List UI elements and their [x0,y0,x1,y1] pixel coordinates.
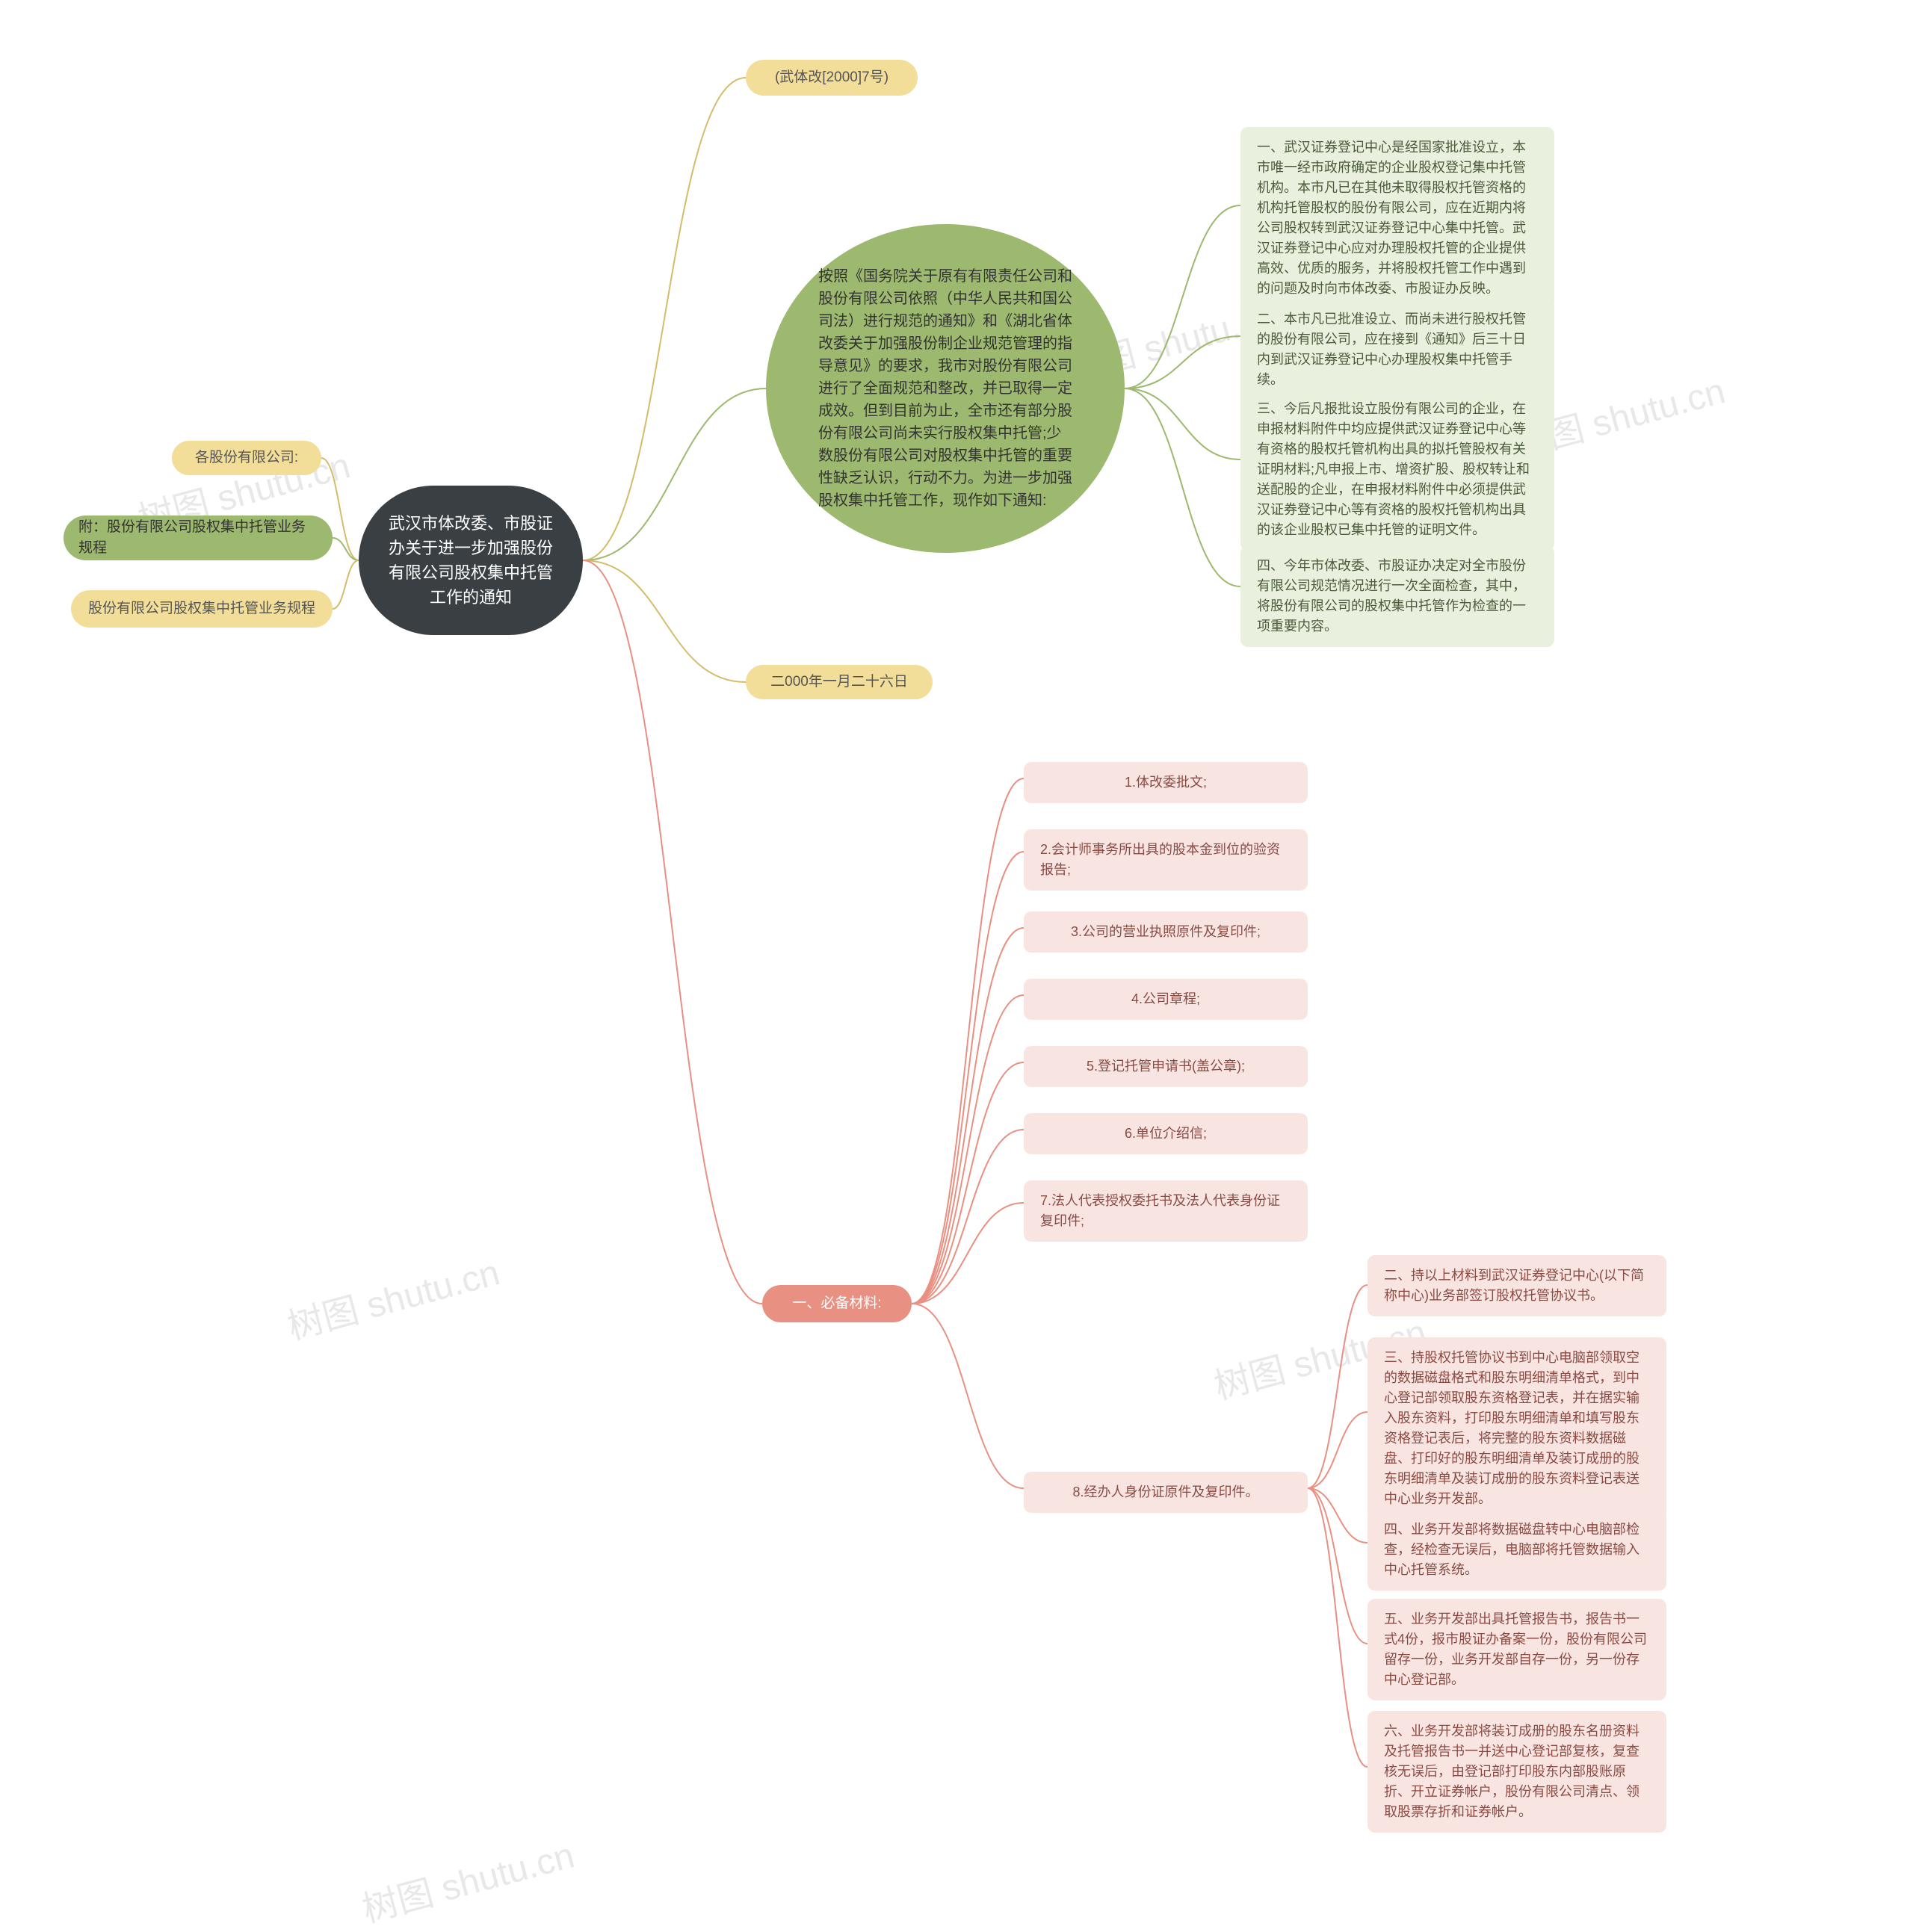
leaf-label: 7.法人代表授权委托书及法人代表身份证复印件; [1040,1191,1291,1231]
node-label: 按照《国务院关于原有有限责任公司和股份有限公司依照（中华人民共和国公司法）进行规… [818,265,1072,512]
leaf-label: 二、持以上材料到武汉证券登记中心(以下简称中心)业务部签订股权托管协议书。 [1384,1266,1650,1306]
node-label: 附：股份有限公司股权集中托管业务规程 [78,517,318,560]
leaf-label: 二、本市凡已批准设立、而尚未进行股权托管的股份有限公司，应在接到《通知》后三十日… [1257,309,1538,390]
materials-leaf-1[interactable]: 2.会计师事务所出具的股本金到位的验资报告; [1024,829,1308,891]
materials-leaf-7[interactable]: 8.经办人身份证原件及复印件。 [1024,1472,1308,1513]
intro-leaf-0[interactable]: 一、武汉证券登记中心是经国家批准设立，本市唯一经市政府确定的企业股权登记集中托管… [1240,127,1554,309]
materials-sub-leaf-7-0[interactable]: 二、持以上材料到武汉证券登记中心(以下简称中心)业务部签订股权托管协议书。 [1367,1255,1666,1316]
node-label: 各股份有限公司: [195,448,298,469]
node-recipients[interactable]: 各股份有限公司: [172,441,321,475]
materials-sub-leaf-7-1[interactable]: 三、持股权托管协议书到中心电脑部领取空的数据磁盘格式和股东明细清单格式，到中心登… [1367,1337,1666,1520]
node-procedure-title[interactable]: 股份有限公司股权集中托管业务规程 [71,590,333,628]
root-node[interactable]: 武汉市体改委、市股证办关于进一步加强股份有限公司股权集中托管工作的通知 [359,486,583,635]
materials-leaf-4[interactable]: 5.登记托管申请书(盖公章); [1024,1046,1308,1087]
leaf-label: 8.经办人身份证原件及复印件。 [1072,1482,1258,1502]
leaf-label: 一、武汉证券登记中心是经国家批准设立，本市唯一经市政府确定的企业股权登记集中托管… [1257,137,1538,299]
materials-leaf-5[interactable]: 6.单位介绍信; [1024,1113,1308,1154]
materials-sub-leaf-7-4[interactable]: 六、业务开发部将装订成册的股东名册资料及托管报告书一并送中心登记部复核，复查核无… [1367,1711,1666,1833]
leaf-label: 4.公司章程; [1131,989,1200,1009]
leaf-label: 四、今年市体改委、市股证办决定对全市股份有限公司规范情况进行一次全面检查，其中，… [1257,556,1538,637]
intro-leaf-2[interactable]: 三、今后凡报批设立股份有限公司的企业，在申报材料附件中均应提供武汉证券登记中心等… [1240,388,1554,551]
leaf-label: 三、持股权托管协议书到中心电脑部领取空的数据磁盘格式和股东明细清单格式，到中心登… [1384,1348,1650,1509]
leaf-label: 2.会计师事务所出具的股本金到位的验资报告; [1040,840,1291,880]
leaf-label: 三、今后凡报批设立股份有限公司的企业，在申报材料附件中均应提供武汉证券登记中心等… [1257,399,1538,540]
leaf-label: 3.公司的营业执照原件及复印件; [1071,922,1261,942]
node-attachment[interactable]: 附：股份有限公司股权集中托管业务规程 [64,515,333,560]
node-materials[interactable]: 一、必备材料: [762,1285,912,1322]
node-label: 一、必备材料: [792,1293,881,1315]
root-label: 武汉市体改委、市股证办关于进一步加强股份有限公司股权集中托管工作的通知 [381,511,560,610]
materials-leaf-2[interactable]: 3.公司的营业执照原件及复印件; [1024,911,1308,953]
node-doc-number[interactable]: (武体改[2000]7号) [746,60,918,96]
node-label: (武体改[2000]7号) [775,67,888,89]
leaf-label: 6.单位介绍信; [1125,1124,1207,1144]
leaf-label: 5.登记托管申请书(盖公章); [1087,1056,1245,1077]
materials-leaf-3[interactable]: 4.公司章程; [1024,979,1308,1020]
intro-leaf-3[interactable]: 四、今年市体改委、市股证办决定对全市股份有限公司规范情况进行一次全面检查，其中，… [1240,545,1554,647]
materials-sub-leaf-7-2[interactable]: 四、业务开发部将数据磁盘转中心电脑部检查，经检查无误后，电脑部将托管数据输入中心… [1367,1509,1666,1591]
materials-sub-leaf-7-3[interactable]: 五、业务开发部出具托管报告书，报告书一式4份，报市股证办备案一份，股份有限公司留… [1367,1599,1666,1700]
leaf-label: 1.体改委批文; [1125,773,1207,793]
node-label: 股份有限公司股权集中托管业务规程 [88,598,315,620]
node-label: 二000年一月二十六日 [770,672,908,693]
materials-leaf-0[interactable]: 1.体改委批文; [1024,762,1308,803]
leaf-label: 四、业务开发部将数据磁盘转中心电脑部检查，经检查无误后，电脑部将托管数据输入中心… [1384,1520,1650,1580]
node-date[interactable]: 二000年一月二十六日 [746,665,933,699]
leaf-label: 五、业务开发部出具托管报告书，报告书一式4份，报市股证办备案一份，股份有限公司留… [1384,1609,1650,1690]
leaf-label: 六、业务开发部将装订成册的股东名册资料及托管报告书一并送中心登记部复核，复查核无… [1384,1721,1650,1822]
intro-leaf-1[interactable]: 二、本市凡已批准设立、而尚未进行股权托管的股份有限公司，应在接到《通知》后三十日… [1240,299,1554,400]
materials-leaf-6[interactable]: 7.法人代表授权委托书及法人代表身份证复印件; [1024,1180,1308,1242]
node-intro[interactable]: 按照《国务院关于原有有限责任公司和股份有限公司依照（中华人民共和国公司法）进行规… [766,224,1125,553]
